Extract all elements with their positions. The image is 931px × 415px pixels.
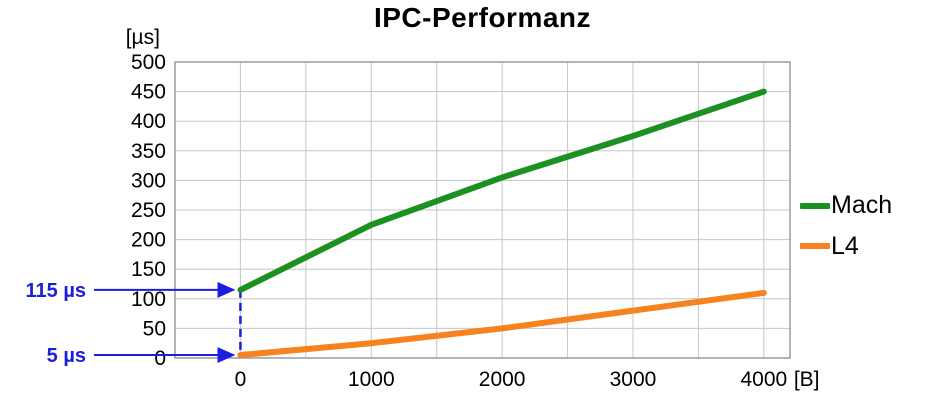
mach-line-swatch [800,202,830,209]
x-tick-label: 4000 [740,368,787,391]
x-tick-label: 2000 [479,368,526,391]
y-axis-unit: [µs] [126,26,160,49]
chart-title: IPC-Performanz [373,2,592,33]
y-tick-label: 350 [131,140,166,163]
series-line-mach [237,88,767,293]
legend: Mach L4 [800,191,893,261]
x-tick-label: 0 [235,368,247,391]
l4-line-swatch [800,243,830,250]
plot-border [174,61,791,359]
y-tick-label: 250 [131,199,166,222]
annotation-label: 115 µs [26,280,86,302]
x-tick-label: 3000 [610,368,657,391]
y-tick-label: 100 [131,288,166,311]
y-tick-label: 450 [131,81,166,104]
x-tick-label: 1000 [348,368,395,391]
x-axis-unit: [B] [794,368,820,391]
y-tick-label: 400 [131,110,166,133]
y-tick-label: 150 [131,258,166,281]
y-tick-label: 200 [131,229,166,252]
legend-item-l4: L4 [800,231,892,261]
series-line-l4 [237,289,767,359]
y-tick-label: 300 [131,169,166,192]
y-tick-label: 500 [131,51,166,74]
annotation-label: 5 µs [47,345,86,367]
legend-item-mach: Mach [800,191,893,220]
y-tick-label: 0 [154,347,166,370]
legend-label-l4: L4 [831,231,859,260]
y-tick-label: 50 [143,317,166,340]
legend-label-mach: Mach [831,191,893,219]
